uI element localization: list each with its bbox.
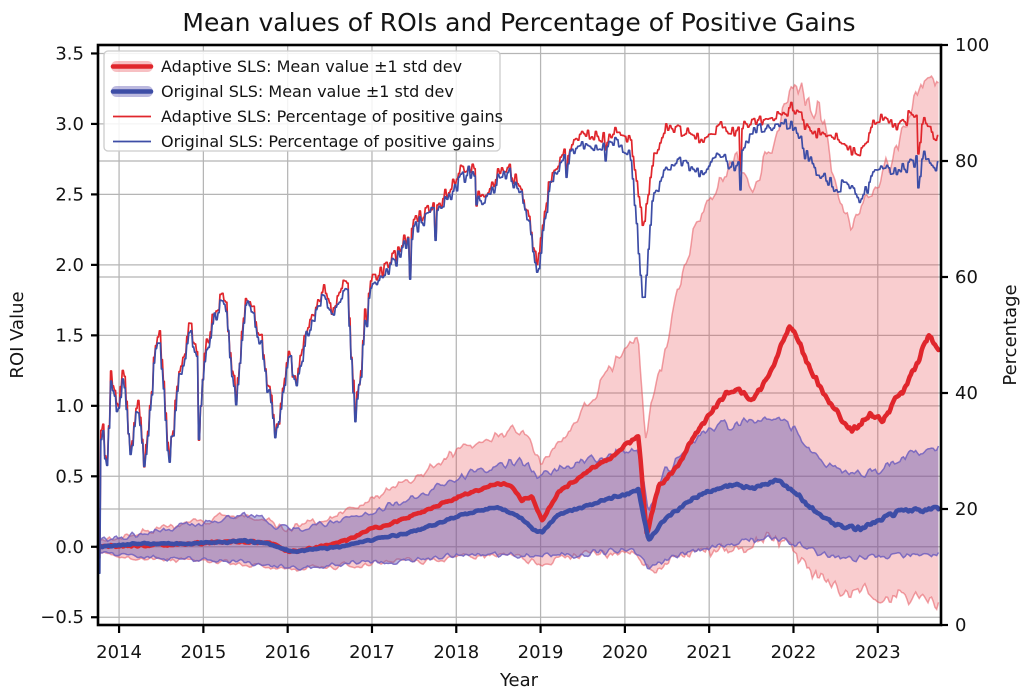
legend-label: Original SLS: Mean value ±1 std dev (161, 82, 454, 101)
left-tick-label: 2.5 (55, 184, 84, 205)
legend-label: Original SLS: Percentage of positive gai… (161, 132, 495, 151)
legend-label: Adaptive SLS: Mean value ±1 std dev (161, 57, 462, 76)
x-tick-label: 2022 (771, 642, 817, 663)
legend-item-adaptive-mean: Adaptive SLS: Mean value ±1 std dev (110, 57, 462, 76)
left-tick-label: 3.0 (55, 114, 84, 135)
tick-layer: 3.5 3.0 2.5 2.0 1.5 1.0 0.5 0.0 −0.5 0 20 40 60 80 100… (40, 35, 989, 663)
legend: Adaptive SLS: Mean value ±1 std dev Orig… (103, 50, 503, 152)
left-tick-label: 1.0 (55, 396, 84, 417)
legend-item-original-pct: Original SLS: Percentage of positive gai… (113, 132, 495, 151)
x-tick-label: 2017 (349, 642, 395, 663)
right-tick-label: 80 (955, 151, 978, 172)
y-axis-left-label: ROI Value (7, 291, 28, 378)
axes-layer: 3.5 3.0 2.5 2.0 1.5 1.0 0.5 0.0 −0.5 0 20 40 60 80 100… (40, 35, 989, 663)
left-tick-label: 0.0 (55, 537, 84, 558)
original-mean-line (96, 477, 941, 555)
right-tick-label: 100 (955, 35, 989, 56)
x-tick-label: 2015 (180, 642, 226, 663)
legend-item-original-mean: Original SLS: Mean value ±1 std dev (110, 82, 454, 101)
right-tick-label: 20 (955, 499, 978, 520)
x-tick-label: 2020 (602, 642, 648, 663)
y-axis-right-label: Percentage (1000, 284, 1021, 385)
left-tick-label: 2.0 (55, 255, 84, 276)
x-tick-label: 2018 (433, 642, 479, 663)
x-tick-label: 2016 (265, 642, 311, 663)
left-tick-label: 0.5 (55, 466, 84, 487)
legend-box (103, 50, 501, 152)
original-pct-line (98, 118, 939, 575)
x-tick-label: 2019 (518, 642, 564, 663)
left-tick-label: −0.5 (40, 607, 84, 628)
x-tick-label: 2014 (96, 642, 142, 663)
x-axis-label: Year (499, 670, 539, 691)
right-tick-label: 0 (955, 615, 966, 636)
legend-label: Adaptive SLS: Percentage of positive gai… (161, 107, 503, 126)
right-tick-label: 60 (955, 267, 978, 288)
chart-title: Mean values of ROIs and Percentage of Po… (182, 8, 855, 37)
x-tick-label: 2023 (855, 642, 901, 663)
right-tick-label: 40 (955, 383, 978, 404)
x-tick-label: 2021 (686, 642, 732, 663)
left-tick-label: 1.5 (55, 325, 84, 346)
left-tick-label: 3.5 (55, 43, 84, 64)
legend-item-adaptive-pct: Adaptive SLS: Percentage of positive gai… (113, 107, 503, 126)
